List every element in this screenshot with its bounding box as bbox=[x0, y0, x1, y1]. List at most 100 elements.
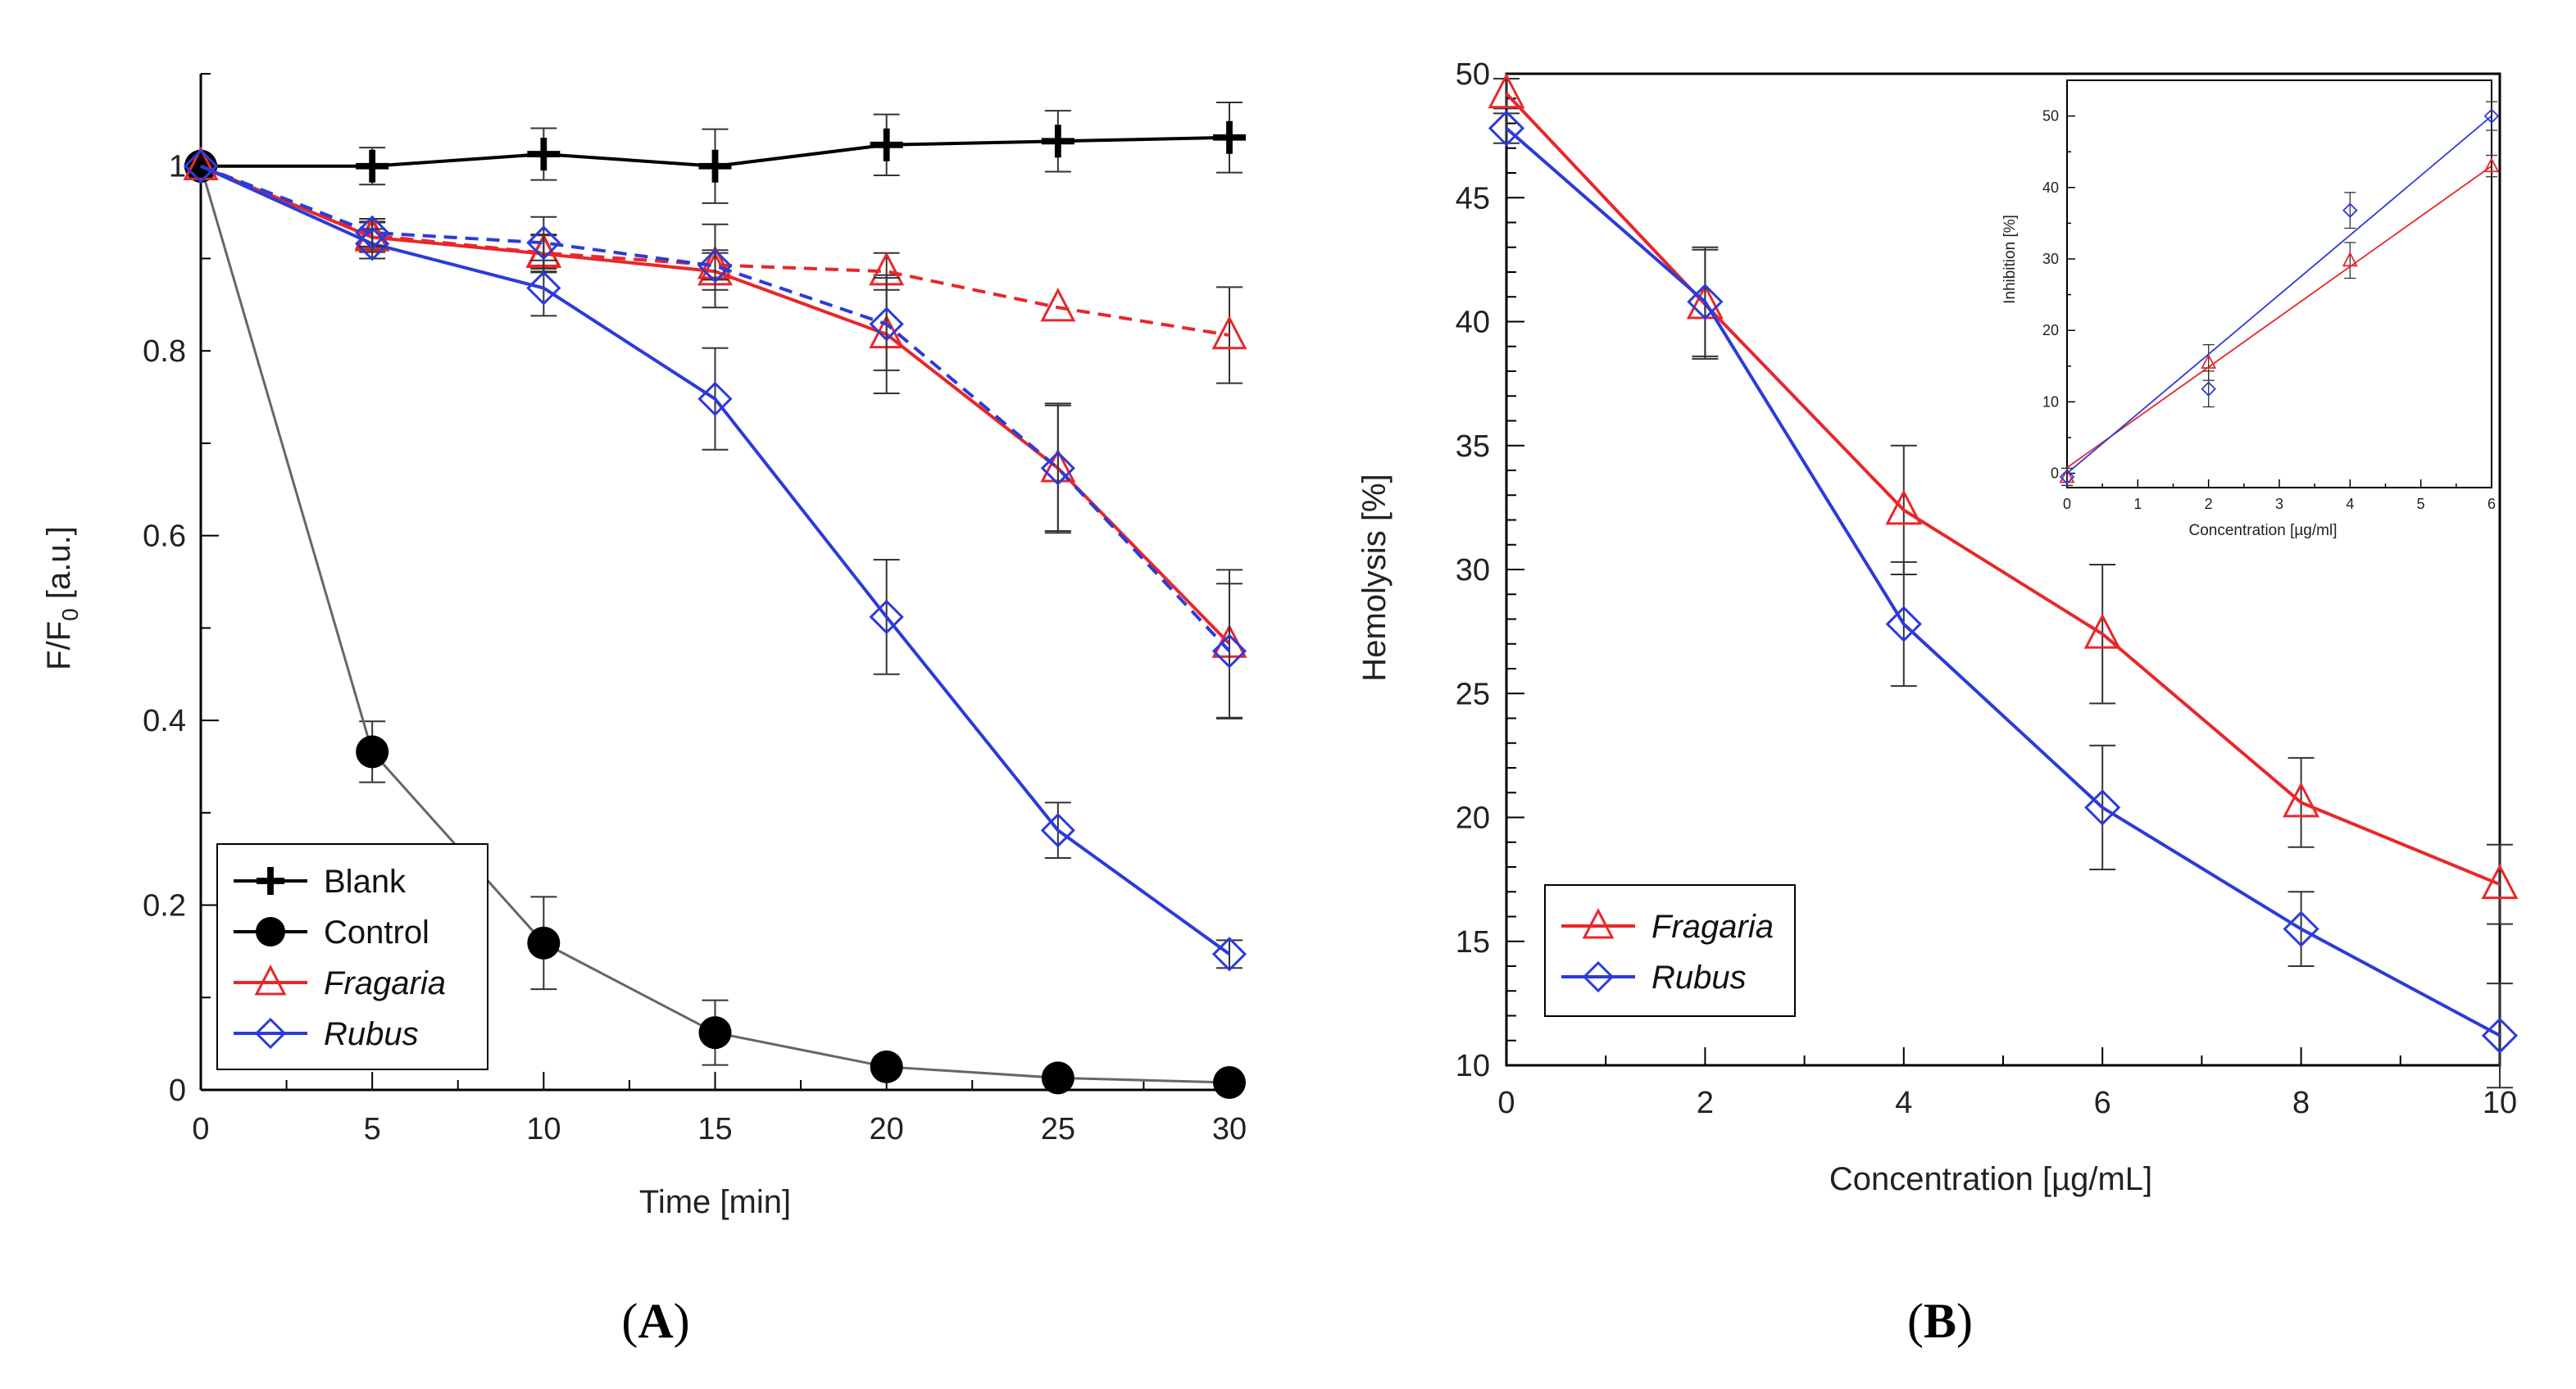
data-point bbox=[1488, 72, 1525, 109]
x-tick-label-a: 30 bbox=[1212, 1112, 1247, 1146]
legend-label: Rubus bbox=[324, 1016, 419, 1052]
data-point bbox=[1040, 813, 1075, 848]
y-tick-label-a: 0.4 bbox=[143, 704, 186, 738]
data-point bbox=[526, 270, 561, 306]
y-tick-label-b: 30 bbox=[1456, 553, 1490, 588]
data-point bbox=[1885, 606, 1922, 642]
inset-x-tick-label: 1 bbox=[2133, 496, 2142, 512]
inset-y-tick-label: 10 bbox=[2042, 393, 2059, 410]
error-bar bbox=[702, 223, 729, 309]
y-tick-label-a: 0 bbox=[169, 1074, 186, 1108]
data-point bbox=[2481, 1017, 2519, 1054]
inset-error-bar bbox=[2486, 101, 2497, 131]
data-point bbox=[355, 215, 390, 251]
y-tick-label-b: 15 bbox=[1456, 925, 1490, 960]
inset-x-axis-title: Concentration [µg/ml] bbox=[2189, 522, 2337, 539]
series-line bbox=[200, 164, 1230, 337]
inset-data-point bbox=[2483, 157, 2500, 173]
inset-x-tick-label: 0 bbox=[2063, 496, 2071, 512]
data-point bbox=[356, 149, 389, 183]
series-a-rubus-dashed bbox=[183, 148, 1247, 719]
inset-data-point bbox=[2483, 108, 2500, 124]
x-tick-label-b: 0 bbox=[1497, 1086, 1515, 1120]
data-point bbox=[1040, 451, 1075, 486]
inset-data-point bbox=[2342, 202, 2358, 218]
legend-item-rubus: Rubus bbox=[1561, 960, 1747, 996]
inset-x-tick-label: 4 bbox=[2346, 496, 2354, 512]
inset-series-rubus bbox=[2059, 101, 2500, 487]
legend-marker bbox=[256, 917, 285, 946]
data-point bbox=[698, 149, 732, 183]
x-axis-title-b: Concentration [µg/mL] bbox=[1829, 1161, 2152, 1197]
data-point bbox=[697, 381, 733, 416]
series-line bbox=[1505, 127, 2501, 1037]
legend-item-control: Control bbox=[234, 915, 429, 951]
y-tick-label-a: 0.8 bbox=[143, 334, 186, 369]
data-point bbox=[869, 599, 904, 634]
data-point bbox=[2283, 910, 2319, 947]
data-point bbox=[2083, 613, 2121, 649]
inset-x-tick-label: 2 bbox=[2205, 496, 2213, 512]
y-tick-label-b: 25 bbox=[1456, 677, 1490, 711]
legend-marker bbox=[254, 965, 287, 996]
data-point bbox=[183, 148, 219, 184]
legend-marker bbox=[1582, 908, 1615, 939]
data-point bbox=[697, 248, 733, 284]
x-axis-title-a: Time [min] bbox=[639, 1184, 791, 1220]
data-point bbox=[1041, 1061, 1074, 1095]
data-point bbox=[1040, 288, 1076, 322]
x-tick-label-b: 4 bbox=[1895, 1086, 1912, 1120]
data-point bbox=[698, 1016, 732, 1050]
data-point bbox=[1211, 315, 1247, 350]
inset-y-tick-label: 50 bbox=[2042, 108, 2059, 125]
inset-x-tick-label: 6 bbox=[2487, 496, 2496, 512]
inset-data-point bbox=[2201, 381, 2216, 397]
inset-y-tick-label: 20 bbox=[2042, 322, 2059, 338]
x-tick-label-b: 8 bbox=[2292, 1086, 2310, 1120]
inset-y-tick-label: 30 bbox=[2042, 251, 2059, 267]
error-bar bbox=[1493, 112, 1520, 144]
x-tick-label-a: 20 bbox=[870, 1112, 904, 1146]
series-line bbox=[1505, 92, 2501, 887]
legend-label: Control bbox=[324, 915, 429, 951]
inset-error-bar bbox=[2202, 370, 2215, 408]
x-tick-label-a: 15 bbox=[697, 1112, 732, 1146]
data-point bbox=[869, 306, 904, 342]
data-point bbox=[183, 146, 219, 180]
x-tick-label-a: 10 bbox=[526, 1112, 561, 1146]
x-tick-label-a: 0 bbox=[192, 1112, 209, 1146]
data-point bbox=[2283, 782, 2320, 818]
inset-frame bbox=[2066, 79, 2492, 488]
legend-item-blank: Blank bbox=[234, 864, 407, 900]
series-b-rubus bbox=[1488, 110, 2519, 1089]
legend-item-fragaria: Fragaria bbox=[1561, 908, 1774, 945]
inset-fit-line bbox=[2066, 165, 2492, 469]
inset-x-tick-label: 5 bbox=[2417, 496, 2425, 512]
y-tick-label-b: 10 bbox=[1456, 1049, 1490, 1083]
legend-label: Rubus bbox=[1651, 960, 1747, 996]
x-tick-label-a: 5 bbox=[364, 1112, 381, 1146]
legend-a: Blank Control Fragaria Rubus bbox=[216, 843, 488, 1070]
y-tick-label-b: 20 bbox=[1456, 801, 1490, 836]
data-point bbox=[2481, 863, 2519, 900]
data-point bbox=[1041, 125, 1074, 158]
legend-marker bbox=[254, 1017, 287, 1050]
error-bar bbox=[1044, 402, 1071, 534]
y-axis-title-a: F/F0 [a.u.] bbox=[41, 526, 83, 670]
inset-error-bar bbox=[2344, 242, 2356, 279]
x-tick-label-b: 6 bbox=[2094, 1086, 2111, 1120]
inset-data-point bbox=[2201, 353, 2217, 369]
data-point bbox=[526, 225, 561, 261]
y-tick-label-a: 0.6 bbox=[143, 520, 186, 554]
y-tick-label-b: 45 bbox=[1456, 181, 1490, 216]
data-point bbox=[1211, 633, 1247, 669]
series-a-blank bbox=[184, 101, 1246, 204]
inset-data-point bbox=[2059, 469, 2075, 485]
legend-label: Blank bbox=[324, 864, 407, 900]
y-tick-label-b: 35 bbox=[1456, 429, 1490, 464]
data-point bbox=[1687, 284, 1724, 320]
inset-error-bar bbox=[2344, 192, 2356, 229]
data-point bbox=[2084, 789, 2121, 826]
inset-y-tick-label: 0 bbox=[2051, 465, 2059, 482]
